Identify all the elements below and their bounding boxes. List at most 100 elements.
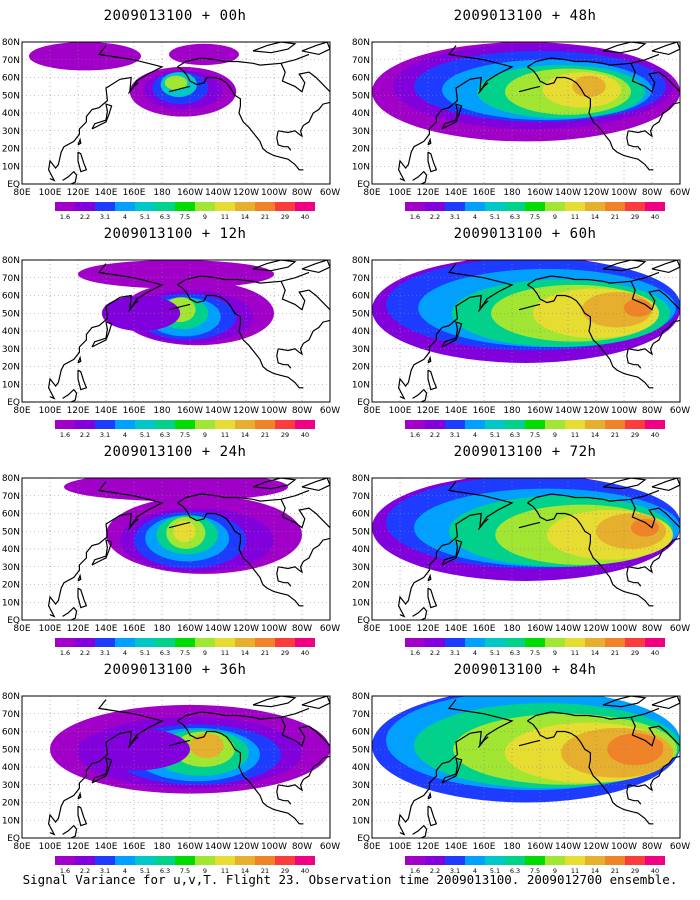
- y-tick-label: 60N: [2, 74, 20, 84]
- x-tick-label: 160W: [527, 842, 553, 852]
- y-tick-label: EQ: [7, 616, 20, 626]
- y-tick-label: EQ: [7, 834, 20, 844]
- colorbar-swatch: [485, 202, 505, 211]
- y-tick-label: 10N: [2, 162, 20, 172]
- colorbar-swatch: [645, 856, 665, 865]
- colorbar-swatch: [565, 202, 585, 211]
- x-tick-label: 60W: [670, 842, 690, 852]
- colorbar-swatch: [445, 638, 465, 647]
- y-tick-label: 60N: [2, 510, 20, 520]
- x-tick-label: 120W: [233, 406, 259, 416]
- y-tick-label: 80N: [352, 38, 370, 48]
- coastline: [301, 696, 330, 710]
- x-tick-label: 80W: [292, 842, 312, 852]
- colorbar-label: 29: [631, 867, 639, 875]
- y-tick-label: 10N: [352, 598, 370, 608]
- colorbar-label: 1.6: [60, 867, 70, 875]
- colorbar-label: 14: [591, 431, 599, 439]
- colorbar-swatch: [485, 856, 505, 865]
- x-tick-label: 160E: [473, 406, 496, 416]
- colorbar-swatch: [255, 420, 275, 429]
- colorbar-swatch: [195, 202, 215, 211]
- y-tick-label: 70N: [2, 56, 20, 66]
- y-tick-label: EQ: [7, 398, 20, 408]
- coastline: [518, 85, 541, 93]
- map-frame: [371, 259, 681, 403]
- coastline: [177, 489, 310, 504]
- colorbar-swatch: [445, 202, 465, 211]
- x-tick-label: 140E: [95, 842, 118, 852]
- colorbar-swatch: [625, 856, 645, 865]
- x-tick-label: 80E: [13, 624, 30, 634]
- x-tick-label: 80E: [13, 406, 30, 416]
- x-tick-label: 180: [503, 188, 520, 198]
- colorbar-label: 5.1: [490, 213, 500, 221]
- colorbar-swatch: [295, 202, 315, 211]
- coastline: [47, 263, 164, 400]
- x-tick-label: 100W: [261, 406, 287, 416]
- x-tick-label: 140W: [205, 842, 231, 852]
- y-tick-label: 50N: [352, 91, 370, 101]
- colorbar-swatch: [465, 420, 485, 429]
- colorbar-label: 4: [473, 431, 477, 439]
- colorbar-swatch: [425, 202, 445, 211]
- coastline: [628, 537, 680, 574]
- colorbar-label: 1.6: [410, 213, 420, 221]
- coastline: [62, 606, 78, 620]
- coastline: [477, 518, 489, 530]
- y-tick-label: 70N: [2, 274, 20, 284]
- colorbar-swatch: [175, 420, 195, 429]
- colorbar-swatch: [135, 638, 155, 647]
- colorbar-swatch: [405, 420, 425, 429]
- x-tick-label: 140E: [95, 188, 118, 198]
- colorbar-swatch: [155, 856, 175, 865]
- colorbar-swatch: [505, 420, 525, 429]
- colorbar-swatch: [55, 856, 75, 865]
- y-tick-label: 70N: [2, 492, 20, 502]
- x-tick-label: 140E: [95, 624, 118, 634]
- coastline: [527, 502, 654, 607]
- colorbar-label: 21: [611, 649, 619, 657]
- coastline: [477, 82, 489, 94]
- colorbar-swatch: [55, 638, 75, 647]
- y-tick-label: 60N: [2, 292, 20, 302]
- colorbar-swatch: [115, 202, 135, 211]
- coastline: [168, 521, 191, 529]
- map-plot: 80E 100E 120E 140E 160E 180 160W 140W 120W 100W 80…: [352, 692, 690, 875]
- x-tick-label: 100W: [611, 624, 637, 634]
- x-tick-label: 140E: [445, 842, 468, 852]
- colorbar-swatch: [135, 202, 155, 211]
- x-tick-label: 100W: [611, 842, 637, 852]
- x-tick-label: 120E: [67, 188, 90, 198]
- colorbar-label: 11: [571, 213, 579, 221]
- y-tick-label: 40N: [2, 327, 20, 337]
- colorbar-swatch: [295, 856, 315, 865]
- y-tick-label: 40N: [352, 763, 370, 773]
- colorbar-label: 14: [591, 649, 599, 657]
- y-tick-label: 70N: [352, 492, 370, 502]
- colorbar-swatch: [505, 202, 525, 211]
- colorbar-swatch: [75, 420, 95, 429]
- colorbar-label: 40: [301, 431, 309, 439]
- colorbar-label: 3.1: [450, 649, 460, 657]
- y-tick-label: 50N: [352, 309, 370, 319]
- coastline: [77, 151, 88, 173]
- coastline: [77, 137, 82, 146]
- coastline: [412, 388, 428, 402]
- y-tick-label: 30N: [352, 563, 370, 573]
- coastline: [427, 805, 438, 827]
- map-plot: 80E 100E 120E 140E 160E 180 160W 140W 120W 100W 80…: [2, 692, 340, 875]
- x-tick-label: 180: [503, 406, 520, 416]
- colorbar-label: 1.6: [60, 213, 70, 221]
- coastline: [397, 263, 514, 400]
- colorbar-swatch: [625, 420, 645, 429]
- coastline: [651, 696, 680, 710]
- colorbar-swatch: [275, 420, 295, 429]
- coastline: [626, 348, 642, 369]
- colorbar-swatch: [155, 638, 175, 647]
- x-tick-label: 120W: [583, 406, 609, 416]
- colorbar-label: 21: [261, 431, 269, 439]
- x-tick-label: 120W: [233, 624, 259, 634]
- colorbar-swatch: [605, 638, 625, 647]
- colorbar-label: 3.1: [450, 213, 460, 221]
